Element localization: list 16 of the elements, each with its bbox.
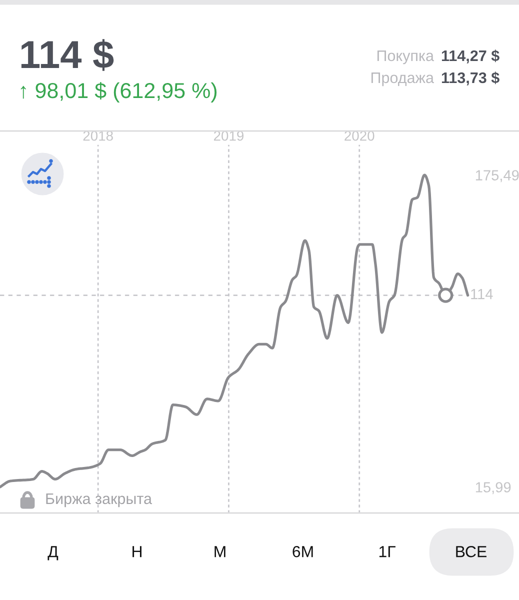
text: Покупка — [377, 50, 434, 64]
text: 113,73 $ — [442, 72, 500, 86]
text: Н — [132, 546, 142, 558]
text: Д — [48, 546, 58, 560]
text: Продажа — [371, 72, 434, 86]
y-tick-label: 175,49 — [476, 170, 519, 182]
annotation: Биржа закрыта — [46, 493, 152, 508]
y-tick-label: 15,99 — [476, 482, 511, 494]
text: 1Г — [379, 546, 396, 558]
text: 114,27 $ — [442, 50, 500, 64]
text: 6М — [292, 546, 313, 558]
chart-subtitle: ↑ 98,01 $ (612,95 %) — [20, 82, 217, 102]
text: М — [214, 546, 226, 558]
ref-line-label: 114 — [471, 289, 493, 300]
chart-title: 114 $ — [21, 39, 114, 71]
text: ВСЕ — [456, 546, 486, 558]
